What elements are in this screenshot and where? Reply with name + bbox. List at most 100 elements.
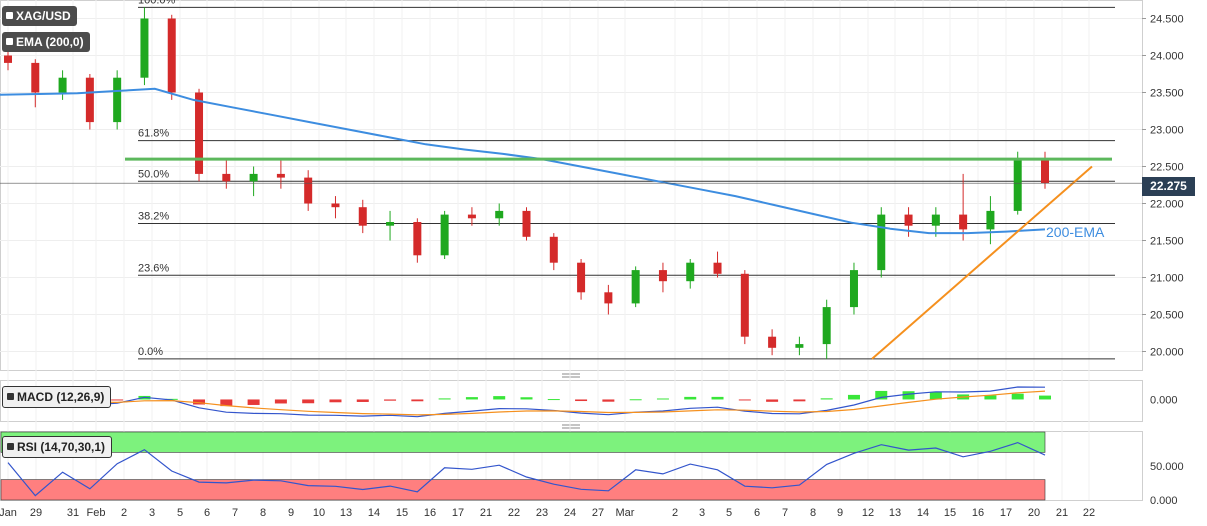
y-tick-label: 20.000	[1150, 347, 1184, 359]
panel-drag-handle[interactable]	[562, 373, 580, 378]
macd-histogram-bar	[766, 399, 779, 402]
fib-level-label: 23.6%	[138, 262, 169, 274]
symbol-marker-icon	[6, 12, 13, 19]
rsi-tick-label: 0.000	[1150, 495, 1178, 507]
macd-histogram-bar	[684, 396, 697, 400]
rsi-tick-label: 50.000	[1150, 461, 1184, 473]
y-tick-label: 21.000	[1150, 273, 1184, 285]
rsi-label: RSI (14,70,30,1)	[17, 440, 106, 454]
y-tick-label: 24.500	[1150, 14, 1184, 26]
rsi-oversold-zone	[0, 479, 1046, 501]
x-tick-label: 13	[889, 507, 901, 519]
fibonacci-levels: 100.0% 61.8% 50.0% 38.2% 23.6% 0.0%	[138, 0, 1115, 360]
x-tick-label: 3	[149, 507, 155, 519]
macd-histogram-bar	[711, 396, 724, 400]
macd-plot	[2, 386, 1051, 418]
x-tick-label: 14	[368, 507, 380, 519]
macd-histogram-bar	[1011, 393, 1024, 400]
y-tick-label: 23.000	[1150, 125, 1184, 137]
symbol-label: XAG/USD	[16, 9, 71, 23]
x-tick-label: 2	[121, 507, 127, 519]
candle-body	[113, 77, 122, 123]
y-tick-label: 21.500	[1150, 236, 1184, 248]
candle-body	[386, 222, 395, 226]
candle-body	[822, 307, 831, 345]
candle-body	[631, 270, 640, 304]
candle-body	[849, 270, 858, 308]
x-tick-label: Mar	[616, 507, 635, 519]
ema-label: 200-EMA	[1046, 224, 1105, 240]
panel-drag-handle[interactable]	[562, 424, 580, 429]
macd-histogram-bar	[356, 399, 369, 402]
indicator-marker-icon	[7, 443, 14, 450]
x-tick-label: 24	[564, 507, 576, 519]
rsi-tag[interactable]: RSI (14,70,30,1)	[2, 436, 113, 458]
candle-body	[167, 18, 176, 93]
y-tick-label: 22.500	[1150, 162, 1184, 174]
macd-histogram-bar	[411, 399, 424, 402]
x-tick-label: 17	[1000, 507, 1012, 519]
candle-body	[1041, 159, 1049, 184]
macd-histogram-bar	[329, 399, 342, 403]
x-tick-label: 5	[726, 507, 732, 519]
indicator-marker-icon	[6, 38, 13, 45]
ascending-trendline	[871, 165, 1093, 360]
x-tick-label: 15	[396, 507, 408, 519]
candle-body	[877, 214, 886, 271]
y-tick-label: 20.500	[1150, 310, 1184, 322]
x-tick-label: 2	[672, 507, 678, 519]
ema-indicator-tag[interactable]: EMA (200,0)	[2, 32, 90, 52]
macd-histogram-bar	[738, 399, 751, 401]
x-tick-label: 31	[67, 507, 79, 519]
x-tick-label: 21	[480, 507, 492, 519]
candle-body	[522, 210, 531, 237]
fib-level-label: 100.0%	[138, 0, 176, 6]
fib-level-label: 50.0%	[138, 168, 169, 180]
x-tick-label: 9	[288, 507, 294, 519]
x-tick-label: 20	[1028, 507, 1040, 519]
candle-body	[31, 62, 40, 93]
x-tick-label: 10	[313, 507, 325, 519]
macd-histogram-bar	[984, 395, 997, 400]
x-tick-label: 13	[340, 507, 352, 519]
macd-histogram-bar	[220, 399, 233, 407]
x-tick-label: 27	[592, 507, 604, 519]
candle-body	[222, 173, 231, 182]
x-tick-label: 17	[452, 507, 464, 519]
candle-body	[140, 18, 149, 78]
macd-histogram-bar	[793, 399, 806, 402]
x-tick-label: 29	[30, 507, 42, 519]
x-tick-label: 14	[917, 507, 929, 519]
candle-body	[768, 336, 777, 348]
candle-body	[549, 236, 558, 263]
macd-histogram-bar	[274, 399, 287, 404]
macd-histogram-bar	[465, 397, 478, 400]
candle-body	[658, 270, 667, 282]
x-tick-label: 6	[204, 507, 210, 519]
symbol-tag[interactable]: XAG/USD	[2, 6, 77, 26]
x-tick-label: Feb	[87, 507, 106, 519]
macd-histogram-bar	[575, 399, 588, 402]
macd-histogram-bar	[384, 399, 397, 401]
candle-body	[686, 262, 695, 282]
macd-histogram-bar	[438, 398, 451, 400]
axes: 24.500 24.000 23.500 23.000 22.500 22.000 21.5…	[0, 14, 1184, 520]
ema-200-line	[0, 87, 1046, 235]
macd-histogram-bar	[820, 398, 833, 400]
macd-histogram-bar	[493, 396, 506, 400]
candle-body	[577, 262, 586, 293]
candle-body	[304, 177, 313, 204]
x-tick-label: 6	[754, 507, 760, 519]
macd-histogram-bar	[929, 392, 942, 400]
fib-level-label: 38.2%	[138, 210, 169, 222]
y-tick-label: 24.000	[1150, 51, 1184, 63]
x-tick-label: 23	[536, 507, 548, 519]
candle-body	[440, 214, 449, 256]
macd-label: MACD (12,26,9)	[17, 390, 105, 404]
x-tick-label: 7	[782, 507, 788, 519]
macd-histogram-bar	[193, 399, 206, 405]
macd-tag[interactable]: MACD (12,26,9)	[2, 386, 112, 408]
macd-histogram-bar	[520, 397, 533, 400]
macd-histogram-bar	[902, 391, 915, 400]
macd-histogram-bar	[165, 398, 178, 400]
